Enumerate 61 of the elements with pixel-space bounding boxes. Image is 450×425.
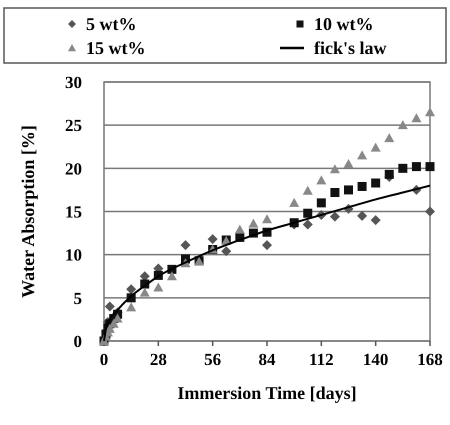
y-tick-label: 25 xyxy=(65,116,82,136)
point xyxy=(330,188,340,198)
x-tick-label: 0 xyxy=(100,350,108,369)
point xyxy=(370,215,381,226)
point xyxy=(412,162,421,172)
point xyxy=(140,271,150,282)
point xyxy=(104,301,115,312)
point xyxy=(330,164,340,174)
point xyxy=(371,178,380,188)
y-tick-label: 15 xyxy=(65,202,82,222)
x-tick-label: 56 xyxy=(204,350,222,369)
point xyxy=(180,240,190,250)
point xyxy=(398,164,408,173)
point xyxy=(357,150,368,160)
point xyxy=(330,212,340,222)
y-tick-label: 20 xyxy=(65,159,82,178)
point xyxy=(411,113,422,122)
point xyxy=(316,175,326,184)
point xyxy=(262,214,272,224)
x-tick-label: 28 xyxy=(150,350,167,369)
point xyxy=(112,314,123,323)
point xyxy=(425,206,435,216)
point xyxy=(316,198,326,208)
point xyxy=(302,186,313,195)
y-axis-title: Water Absorption [%] xyxy=(18,125,38,298)
x-tick-label: 84 xyxy=(258,350,276,369)
y-tick-label: 30 xyxy=(65,73,82,92)
legend-label: 10 wt% xyxy=(314,14,374,34)
x-tick-label: 168 xyxy=(417,350,443,369)
point xyxy=(398,120,408,130)
x-tick-label: 140 xyxy=(362,350,388,369)
point xyxy=(344,159,354,168)
point xyxy=(302,219,313,230)
y-tick-label: 0 xyxy=(74,332,82,351)
point xyxy=(426,162,434,172)
point xyxy=(357,210,368,221)
x-axis-title: Immersion Time [days] xyxy=(177,383,357,403)
y-tick-label: 5 xyxy=(74,288,82,308)
point xyxy=(221,246,232,256)
point xyxy=(208,234,218,244)
point xyxy=(126,302,136,312)
legend-label: 15 wt% xyxy=(86,38,146,58)
point xyxy=(153,282,164,292)
point xyxy=(384,133,394,142)
point xyxy=(303,208,312,218)
legend-label: 5 wt% xyxy=(86,14,136,34)
point xyxy=(234,224,245,234)
y-tick-label: 10 xyxy=(65,246,82,265)
point xyxy=(126,284,136,294)
point xyxy=(425,107,435,116)
point xyxy=(370,142,381,152)
point xyxy=(358,182,367,191)
point xyxy=(344,185,353,194)
point xyxy=(166,271,177,280)
point xyxy=(262,240,272,250)
point xyxy=(248,218,258,228)
point xyxy=(289,198,300,207)
point xyxy=(140,288,150,297)
legend-label: fick's law xyxy=(314,38,387,58)
point xyxy=(384,170,394,179)
x-tick-label: 112 xyxy=(309,350,334,369)
